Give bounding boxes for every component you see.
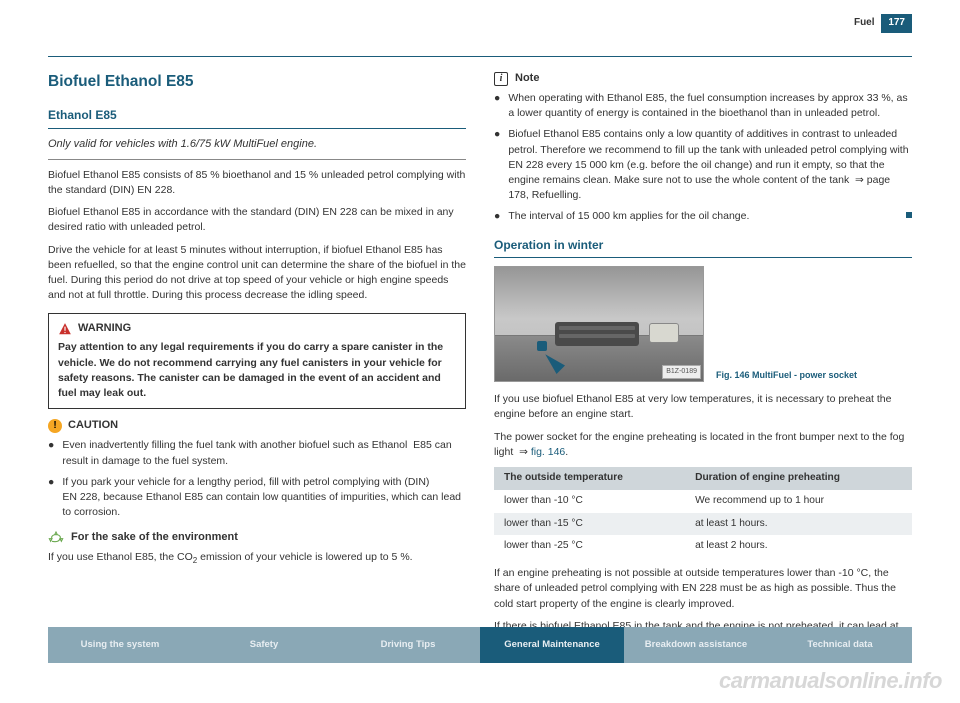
caution-text: Even inadvertently filling the fuel tank… [62,438,466,468]
tab-breakdown-assistance[interactable]: Breakdown assistance [624,627,768,663]
bullet-dot-icon: ● [494,127,500,203]
caution-bullet: ● If you park your vehicle for a lengthy… [48,475,466,521]
note-bullet: ● When operating with Ethanol E85, the f… [494,91,912,121]
body-paragraph: Biofuel Ethanol E85 in accordance with t… [48,205,466,235]
section-label: Fuel [854,17,875,28]
body-paragraph: Biofuel Ethanol E85 consists of 85 % bio… [48,168,466,198]
table-header-cell: The outside temperature [494,467,685,490]
table-row: lower than -10 °C We recommend up to 1 h… [494,490,912,513]
environment-header: For the sake of the environment [48,530,466,546]
note-label: Note [515,71,539,87]
tab-technical-data[interactable]: Technical data [768,627,912,663]
validity-line: Only valid for vehicles with 1.6/75 kW M… [48,137,466,160]
caution-text: If you park your vehicle for a lengthy p… [62,475,466,521]
tab-driving-tips[interactable]: Driving Tips [336,627,480,663]
note-header: i Note [494,71,912,87]
recycle-icon [48,531,64,545]
note-text: Biofuel Ethanol E85 contains only a low … [508,127,912,203]
preheating-table: The outside temperature Duration of engi… [494,467,912,558]
table-row: lower than -15 °C at least 1 hours. [494,513,912,536]
note-bullet: ● The interval of 15 000 km applies for … [494,209,912,224]
body-paragraph: If an engine preheating is not possible … [494,566,912,612]
table-cell: lower than -10 °C [494,490,685,513]
env-text-post: emission of your vehicle is lowered up t… [197,551,412,563]
subsection-winter: Operation in winter [494,237,912,258]
section-end-square-icon [906,212,912,218]
table-cell: at least 2 hours. [685,535,912,558]
header-breadcrumb: Fuel 177 [854,14,912,33]
table-cell: at least 1 hours. [685,513,912,536]
bullet-dot-icon: ● [494,91,500,121]
warning-triangle-icon [58,322,72,336]
table-header-cell: Duration of engine preheating [685,467,912,490]
note-bullet: ● Biofuel Ethanol E85 contains only a lo… [494,127,912,203]
tab-general-maintenance[interactable]: General Maintenance [480,627,624,663]
table-cell: lower than -25 °C [494,535,685,558]
tab-safety[interactable]: Safety [192,627,336,663]
warning-header: WARNING [58,321,456,337]
caution-label: CAUTION [68,418,118,434]
page-title: Biofuel Ethanol E85 [48,71,466,93]
table-row: lower than -25 °C at least 2 hours. [494,535,912,558]
top-rule [48,56,912,57]
warning-box: WARNING Pay attention to any legal requi… [48,313,466,410]
warning-label: WARNING [78,321,131,337]
figure-crossref-link[interactable]: fig. 146 [531,446,565,458]
bullet-dot-icon: ● [494,209,500,224]
figure-caption: Fig. 146 MultiFuel - power socket [716,369,857,382]
info-box-icon: i [494,72,508,86]
bullet-dot-icon: ● [48,475,54,521]
bullet-dot-icon: ● [48,438,54,468]
caution-circle-icon: ! [48,419,62,433]
body-paragraph: Drive the vehicle for at least 5 minutes… [48,243,466,304]
body-paragraph: If you use biofuel Ethanol E85 at very l… [494,392,912,422]
figure-146: B1Z-0189 Fig. 146 MultiFuel - power sock… [494,266,912,382]
tab-using-system[interactable]: Using the system [48,627,192,663]
warning-body: Pay attention to any legal requirements … [58,340,456,401]
note-text: The interval of 15 000 km applies for th… [508,209,912,224]
watermark: carmanualsonline.info [719,665,942,697]
caution-bullet: ● Even inadvertently filling the fuel ta… [48,438,466,468]
body-text: . [565,446,568,458]
caution-header: ! CAUTION [48,418,466,434]
footer-nav-tabs: Using the system Safety Driving Tips Gen… [48,627,912,663]
left-column: Biofuel Ethanol E85 Ethanol E85 Only val… [48,71,466,656]
subsection-ethanol: Ethanol E85 [48,107,466,128]
page-number: 177 [881,14,912,33]
table-cell: We recommend up to 1 hour [685,490,912,513]
right-column: i Note ● When operating with Ethanol E85… [494,71,912,656]
note-text: When operating with Ethanol E85, the fue… [508,91,912,121]
body-paragraph: The power socket for the engine preheati… [494,430,912,460]
table-header-row: The outside temperature Duration of engi… [494,467,912,490]
env-text-pre: If you use Ethanol E85, the CO [48,551,193,563]
table-cell: lower than -15 °C [494,513,685,536]
environment-label: For the sake of the environment [71,530,238,546]
note-text-inner: The interval of 15 000 km applies for th… [508,210,749,222]
environment-body: If you use Ethanol E85, the CO2 emission… [48,550,466,567]
figure-id-tag: B1Z-0189 [662,365,701,379]
figure-image-multifuel-socket: B1Z-0189 [494,266,704,382]
